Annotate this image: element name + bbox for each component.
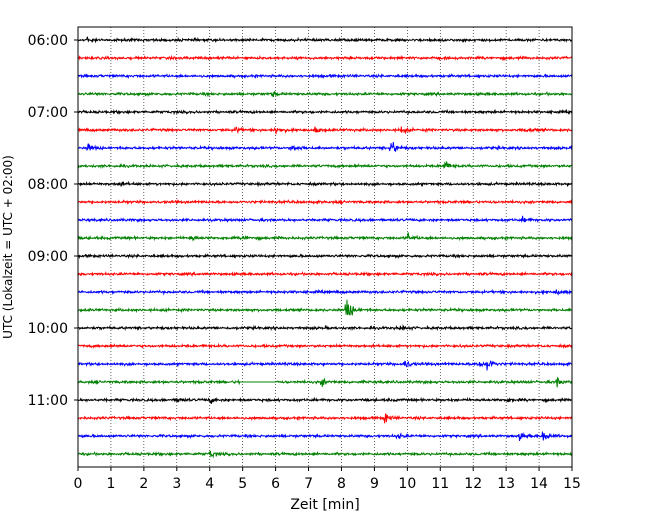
seismic-trace xyxy=(77,299,573,316)
seismic-trace xyxy=(77,108,573,116)
x-tick-label: 0 xyxy=(74,476,83,492)
seismic-traces xyxy=(77,36,573,459)
x-tick-label: 12 xyxy=(464,476,482,492)
seismic-trace xyxy=(77,126,573,135)
seismic-trace xyxy=(77,90,573,98)
x-tick-label: 6 xyxy=(271,476,280,492)
x-tick-label: 9 xyxy=(370,476,379,492)
seismic-trace xyxy=(77,342,573,350)
seismic-trace xyxy=(77,376,573,388)
y-tick-label: 11:00 xyxy=(28,393,68,409)
x-tick-label: 15 xyxy=(563,476,581,492)
x-tick-label: 14 xyxy=(530,476,548,492)
seismic-trace xyxy=(77,215,573,224)
seismic-trace xyxy=(77,198,573,206)
seismic-trace xyxy=(77,73,573,80)
seismic-trace xyxy=(77,450,573,459)
y-axis-ticks: 06:00 07:00 08:00 09:00 10:00 11:00 xyxy=(28,33,78,409)
seismic-trace xyxy=(77,142,573,152)
x-tick-label: 4 xyxy=(205,476,214,492)
y-axis-label: UTC (Lokalzeit = UTC + 02:00) xyxy=(1,155,15,339)
x-tick-label: 8 xyxy=(337,476,346,492)
y-tick-label: 09:00 xyxy=(28,249,68,265)
grid-lines xyxy=(110,27,540,467)
y-tick-label: 10:00 xyxy=(28,321,68,337)
seismic-trace xyxy=(78,360,573,371)
y-tick-label: 08:00 xyxy=(28,177,68,193)
seismic-trace xyxy=(77,253,573,260)
seismic-trace xyxy=(77,232,573,242)
seismic-trace xyxy=(77,180,573,188)
seismic-trace xyxy=(77,413,573,424)
x-tick-label: 2 xyxy=(139,476,148,492)
seismic-trace xyxy=(77,430,573,441)
seismic-trace xyxy=(77,270,573,278)
x-tick-label: 11 xyxy=(431,476,449,492)
x-tick-label: 13 xyxy=(497,476,515,492)
seismic-trace xyxy=(77,288,573,296)
x-axis-ticks: 0 1 2 3 4 5 6 7 8 9 10 11 12 13 14 15 xyxy=(74,467,581,492)
x-axis-label: Zeit [min] xyxy=(290,497,359,513)
x-tick-label: 1 xyxy=(106,476,115,492)
x-tick-label: 10 xyxy=(398,476,416,492)
seismic-trace xyxy=(77,161,573,170)
x-tick-label: 7 xyxy=(304,476,313,492)
y-tick-label: 07:00 xyxy=(28,105,68,121)
seismic-trace xyxy=(77,36,573,44)
seismic-trace xyxy=(77,396,573,404)
x-tick-label: 5 xyxy=(238,476,247,492)
y-tick-label: 06:00 xyxy=(28,33,68,49)
seismic-trace xyxy=(77,324,573,332)
seismic-trace xyxy=(77,54,573,62)
x-tick-label: 3 xyxy=(172,476,181,492)
plot-frame xyxy=(77,26,573,468)
